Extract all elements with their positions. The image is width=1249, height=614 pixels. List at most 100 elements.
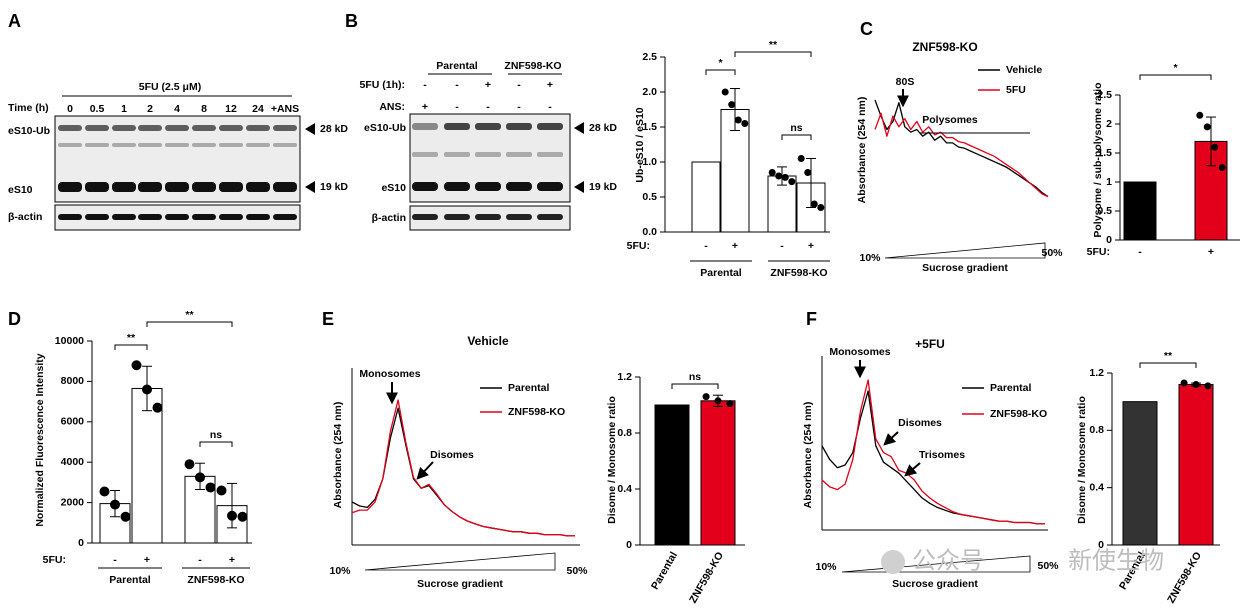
lane-label: 2 [147,103,153,115]
significance-label: ** [769,39,778,51]
data-point [804,169,812,176]
significance-label: ns [790,122,802,134]
gradient-end: 50% [1041,247,1063,259]
category-axis-label: 5FU: [1087,246,1110,258]
annotation-arrow [904,462,921,477]
band [138,182,162,192]
significance-label: ns [210,429,222,441]
band [85,125,109,131]
significance-label: * [718,57,723,69]
y-tick-label: 6000 [61,416,85,428]
legend-label: Vehicle [1006,64,1042,76]
marker-arrow [305,123,315,135]
group-label: Parental [436,60,478,72]
lane-label: 1 [121,103,127,115]
band-label: eS10-Ub [8,125,50,137]
data-point [726,400,734,408]
band [475,152,501,157]
band [58,182,82,192]
y-tick-label: 0 [78,537,84,549]
group-label: ZNF598-KO [770,267,827,279]
lane-label: - [517,79,521,91]
gradient-label: Sucrose gradient [417,578,503,590]
data-point [131,360,142,371]
category-axis-label: 5FU: [43,554,66,566]
significance-bracket [734,51,812,57]
band [475,182,501,191]
lane-label: 8 [201,103,207,115]
data-point [227,510,237,521]
watermark: 公众号 [912,547,984,574]
panel-label: E [322,309,334,329]
band [444,214,470,220]
band [219,214,243,220]
significance-bracket [671,383,719,389]
band [138,143,162,147]
band [246,143,270,147]
x-tick-label: + [732,240,738,252]
band [112,143,136,147]
band-label: eS10 [8,184,33,196]
lane-label: - [423,79,427,91]
marker-arrow [574,122,584,134]
band [506,123,532,130]
band [444,152,470,157]
chart-title: ZNF598-KO [912,40,977,54]
data-point [721,88,729,96]
bar [1123,181,1157,241]
annotation-arrow [416,461,434,480]
band [165,125,189,131]
data-point [99,486,110,497]
data-point [1211,143,1219,151]
band [444,182,470,191]
gradient-triangle [841,555,1031,573]
lane-label: - [517,101,521,113]
y-tick-label: 0 [1098,539,1104,551]
band [165,214,189,220]
band [273,143,297,147]
y-axis-label: Absorbance (254 nm) [856,97,868,204]
y-axis-label: Normalized Fluorescence Intensity [34,353,46,526]
y-tick-label: 1.2 [1089,367,1104,379]
y-tick-label: 2.5 [1097,89,1112,101]
lane-label: + [422,101,428,113]
band-label: eS10 [381,182,406,194]
band [165,182,189,192]
legend-label: Parental [508,382,550,394]
data-point [120,511,131,522]
y-axis-label: Absorbance (254 nm) [802,402,814,509]
band [475,123,501,130]
significance-bracket [199,441,233,447]
band [246,182,270,192]
band [506,182,532,191]
annotation: Monosomes [829,346,890,358]
gradient-start: 10% [329,565,351,577]
lane-label: - [455,101,459,113]
band-label: eS10-Ub [364,122,406,134]
marker-label: 19 kD [589,181,617,193]
significance-bracket [146,321,233,327]
band [219,143,243,147]
x-tick-label: - [780,240,784,252]
annotation-arrow [883,431,899,446]
band [138,214,162,220]
lane-label: 24 [252,103,264,115]
significance-bracket [1139,74,1212,80]
gradient-end: 50% [1037,560,1059,572]
y-tick-label: 0.4 [617,483,632,495]
y-tick-label: 10000 [55,335,84,347]
panel-label: F [806,309,817,329]
data-point [110,499,120,510]
x-tick-label: - [198,554,202,566]
band [412,214,438,220]
group-label: Parental [700,267,742,279]
band [165,143,189,147]
band [112,182,136,192]
error-bar [1206,116,1216,167]
significance-label: ns [689,371,701,383]
row-label: 5FU (1h): [360,79,406,91]
gradient-label: Sucrose gradient [892,578,978,590]
y-tick-label: 2 [1106,118,1112,130]
band [58,125,82,131]
